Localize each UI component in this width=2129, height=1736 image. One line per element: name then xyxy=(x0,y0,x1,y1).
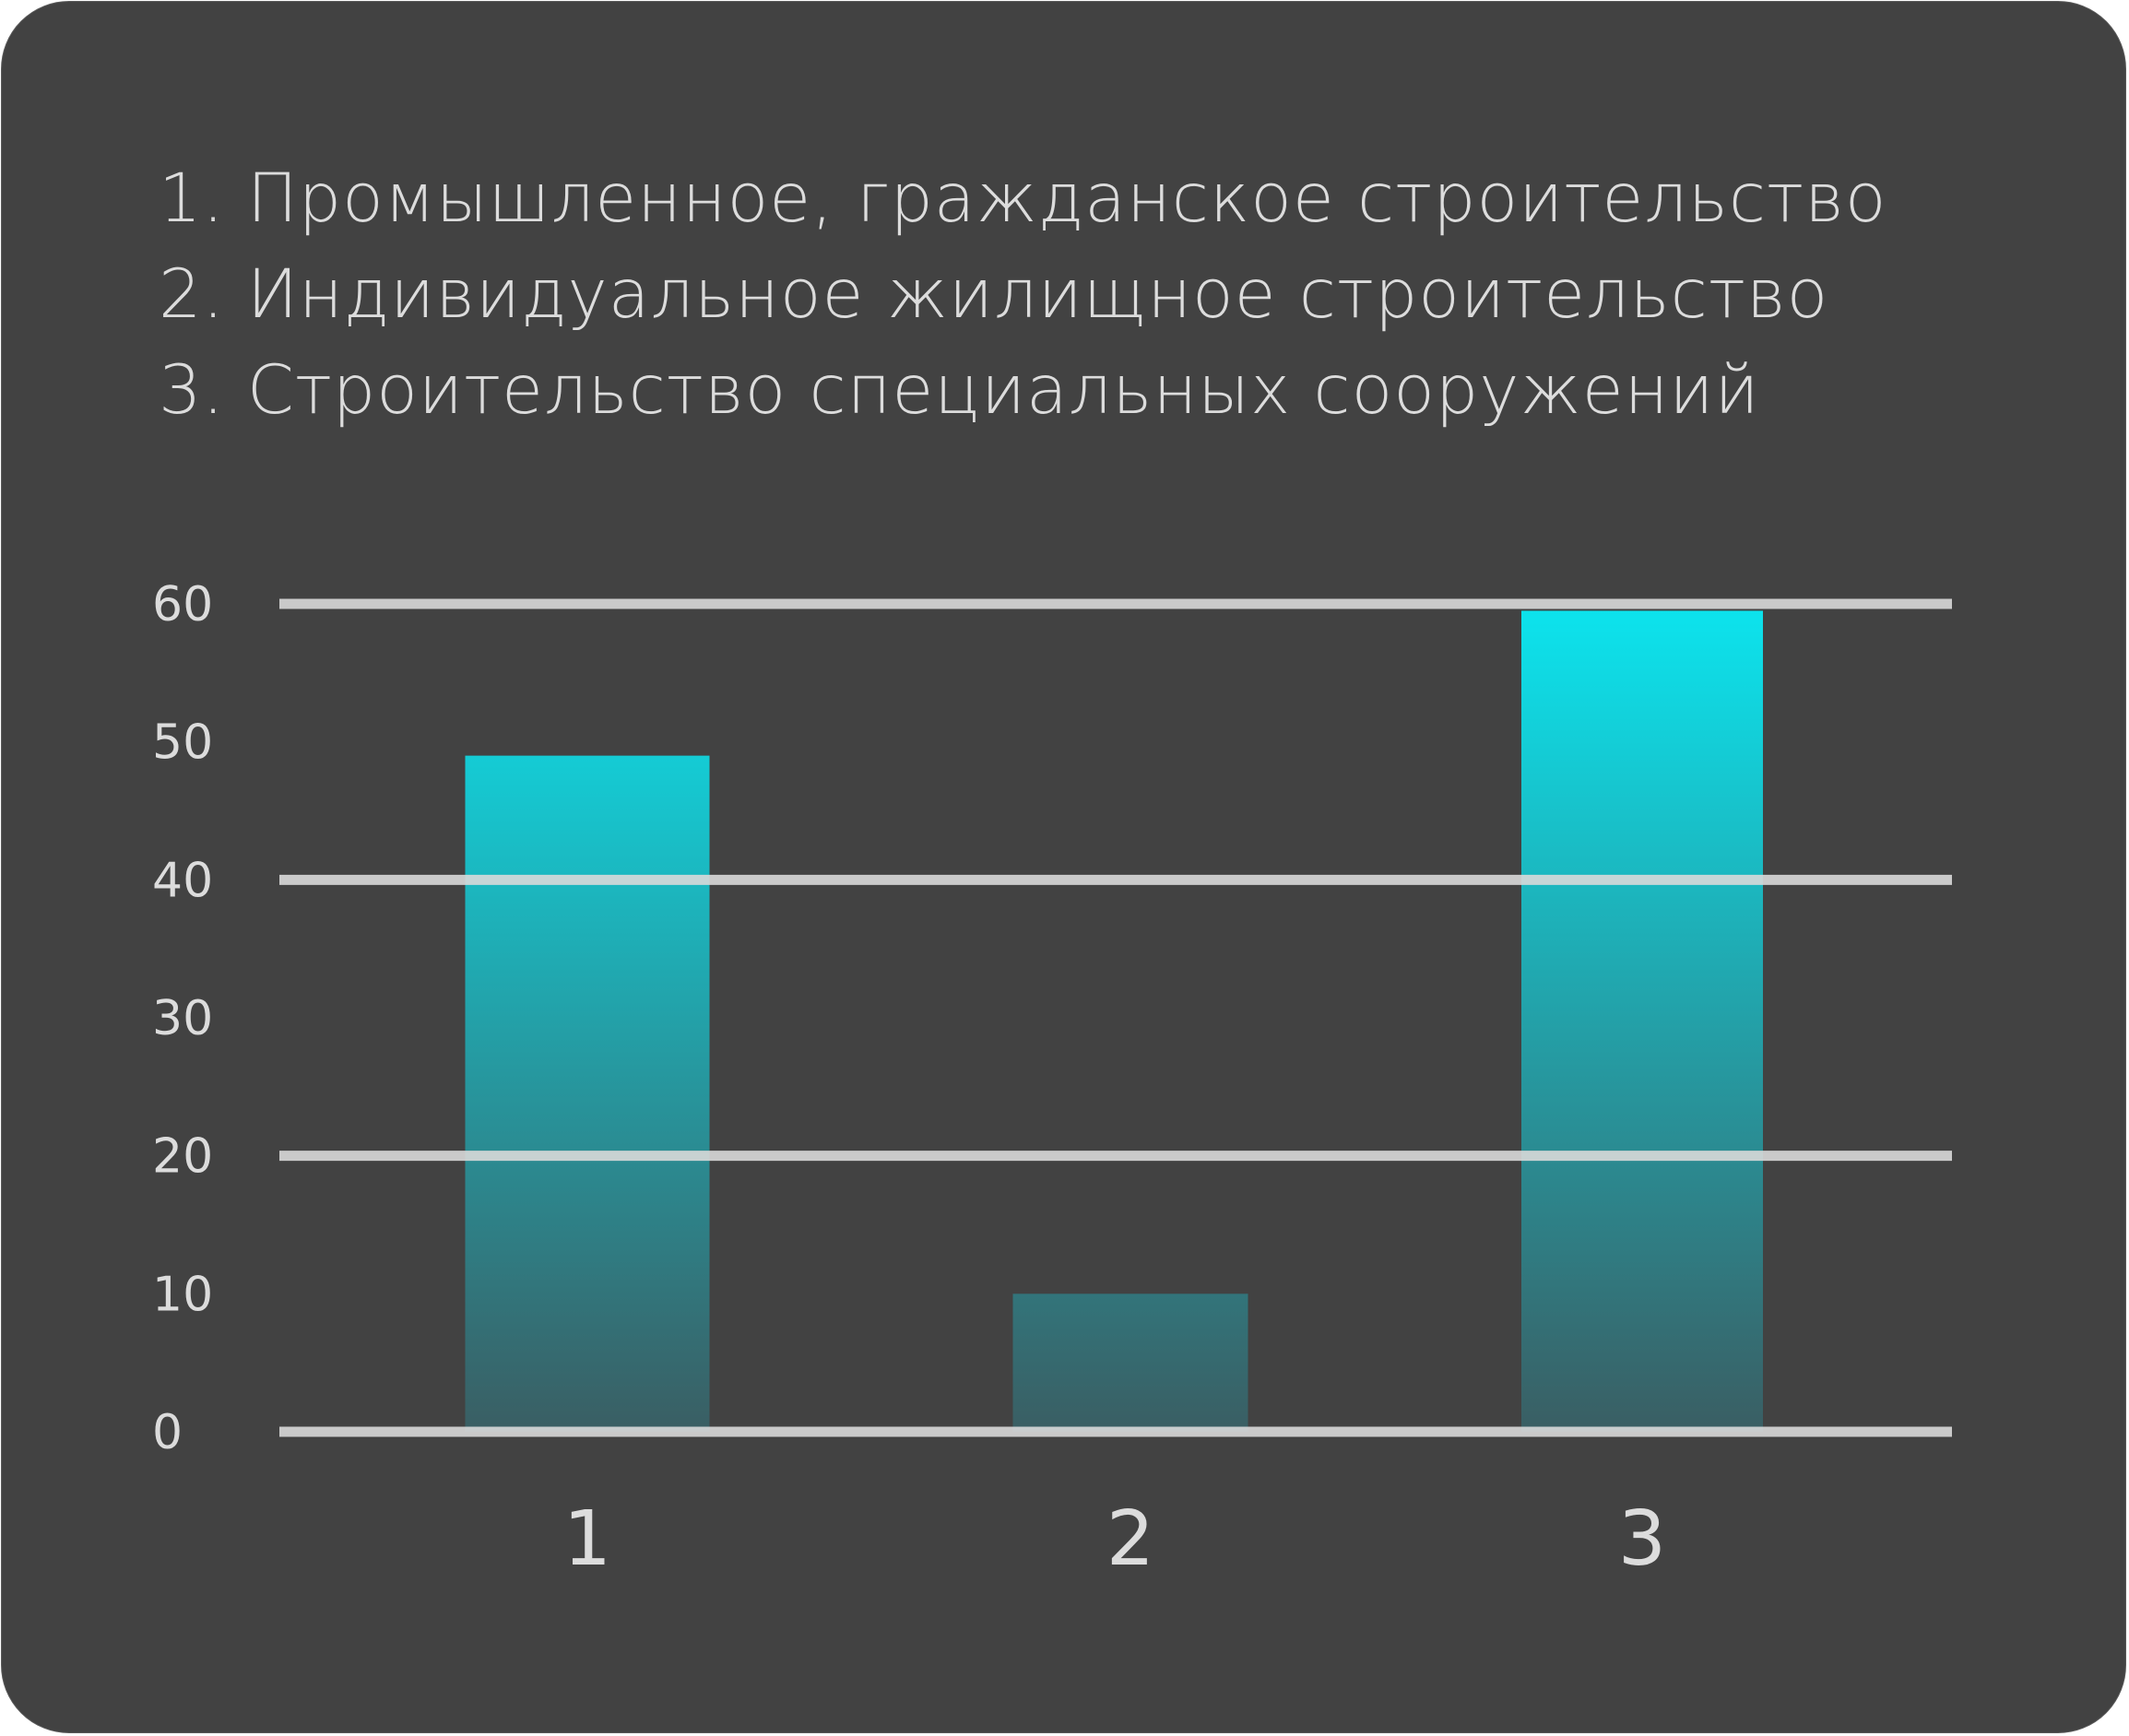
y-tick-label-60: 60 xyxy=(152,577,213,632)
chart-legend: 1. Промышленное, гражданское строительст… xyxy=(159,151,1887,439)
y-tick-label-40: 40 xyxy=(152,853,213,908)
legend-item-1: 1. Промышленное, гражданское строительст… xyxy=(159,159,1887,238)
y-tick-label-0: 0 xyxy=(152,1405,183,1460)
y-tick-label-20: 20 xyxy=(152,1129,213,1185)
y-tick-label-10: 10 xyxy=(152,1267,213,1322)
x-category-label-3: 3 xyxy=(1618,1495,1666,1583)
bar-2 xyxy=(1012,1293,1248,1432)
x-axis-categories: 1 2 3 xyxy=(563,1495,1666,1583)
y-tick-label-50: 50 xyxy=(152,715,213,771)
y-axis-ticks: 0 10 20 30 40 50 60 xyxy=(152,577,213,1460)
grid-layer xyxy=(279,598,1952,1437)
bar-3 xyxy=(1521,610,1763,1432)
x-category-label-2: 2 xyxy=(1106,1495,1154,1583)
x-category-label-1: 1 xyxy=(563,1495,611,1583)
legend-item-2: 2. Индивидуальное жилищное строительство xyxy=(159,255,1829,334)
legend-item-3: 3. Строительство специальных сооружений xyxy=(159,351,1760,430)
bar-1 xyxy=(465,755,710,1432)
bars-layer xyxy=(465,610,1763,1432)
y-tick-label-30: 30 xyxy=(152,991,213,1046)
